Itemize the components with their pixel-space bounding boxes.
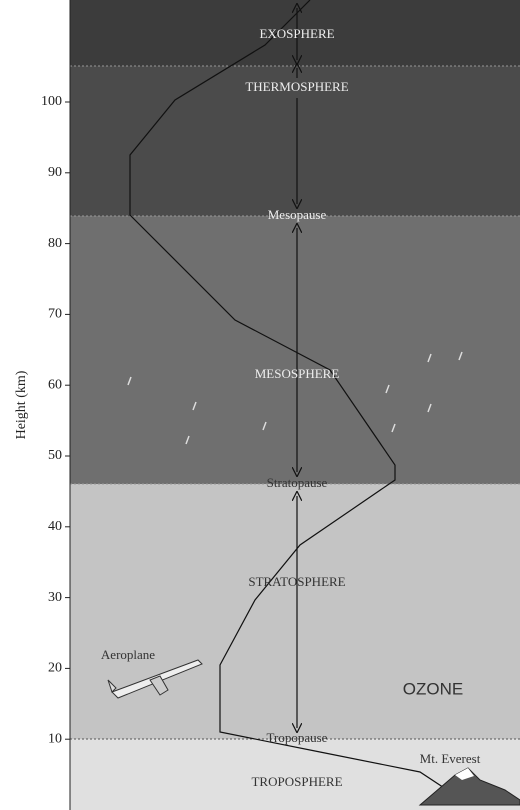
layer-label: THERMOSPHERE <box>245 79 348 94</box>
ticks: 10 20 30 40 50 60 70 80 90 100 <box>41 94 70 746</box>
layer-label: EXOSPHERE <box>259 26 334 41</box>
y-tick-label: 70 <box>48 307 62 322</box>
stratosphere-band <box>70 484 520 739</box>
y-tick-label: 60 <box>48 377 62 392</box>
mesosphere-band <box>70 216 520 484</box>
y-tick-label: 100 <box>41 94 62 109</box>
thermosphere-band <box>70 66 520 216</box>
layer-label: MESOSPHERE <box>255 366 340 381</box>
y-tick-label: 90 <box>48 165 62 180</box>
layer-label: Stratopause <box>267 475 328 490</box>
layer-label: Tropopause <box>267 730 328 745</box>
y-tick-label: 50 <box>48 448 62 463</box>
layer-label: TROPOSPHERE <box>251 774 342 789</box>
aeroplane-icon <box>107 659 203 699</box>
temperature-profile <box>129 0 471 806</box>
particles <box>127 351 463 445</box>
layer-label: Mesopause <box>268 207 327 222</box>
axis-label: Height (km) <box>14 370 29 439</box>
y-tick-label: 80 <box>48 236 62 251</box>
layer-label: STRATOSPHERE <box>248 574 345 589</box>
y-tick-label: 10 <box>48 731 62 746</box>
mountain-icon <box>418 767 520 806</box>
y-tick-label: 30 <box>48 590 62 605</box>
annotation: Mt. Everest <box>420 751 481 766</box>
y-tick-label: 40 <box>48 519 62 534</box>
annotation: OZONE <box>403 679 463 698</box>
y-tick-label: 20 <box>48 661 62 676</box>
annotation: Aeroplane <box>101 647 155 662</box>
